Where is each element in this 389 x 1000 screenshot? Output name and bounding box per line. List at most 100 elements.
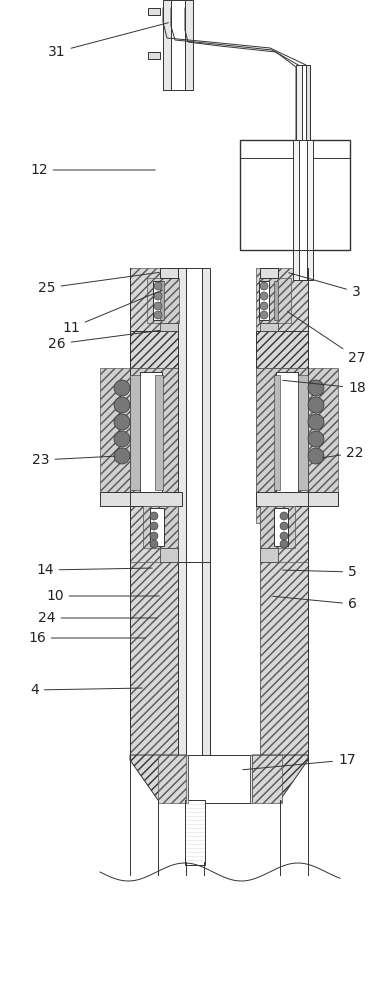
Polygon shape: [130, 755, 186, 800]
Bar: [260, 268, 278, 278]
Polygon shape: [130, 331, 182, 368]
Bar: [163, 0, 171, 90]
Bar: [140, 372, 162, 492]
Circle shape: [280, 522, 288, 530]
Bar: [260, 548, 278, 562]
Bar: [296, 65, 310, 145]
Circle shape: [280, 532, 288, 540]
Circle shape: [154, 282, 162, 290]
Text: 12: 12: [30, 163, 155, 177]
Text: 31: 31: [48, 23, 168, 59]
Bar: [186, 268, 202, 798]
Circle shape: [114, 431, 130, 447]
Bar: [148, 52, 160, 59]
Bar: [186, 755, 188, 803]
Text: 22: 22: [323, 446, 363, 460]
Circle shape: [114, 448, 130, 464]
Circle shape: [260, 311, 268, 319]
Circle shape: [260, 302, 268, 310]
Bar: [259, 278, 291, 323]
Text: 18: 18: [283, 380, 366, 395]
Bar: [147, 278, 179, 323]
Text: 17: 17: [243, 753, 356, 770]
Text: 5: 5: [283, 565, 357, 579]
Circle shape: [280, 512, 288, 520]
Bar: [240, 140, 350, 250]
Text: 10: 10: [46, 589, 159, 603]
Bar: [171, 0, 185, 90]
Bar: [160, 323, 178, 331]
Text: 25: 25: [38, 272, 159, 295]
Bar: [153, 281, 163, 320]
Bar: [252, 755, 282, 803]
Circle shape: [308, 431, 324, 447]
Circle shape: [150, 522, 158, 530]
Bar: [148, 8, 160, 15]
Bar: [274, 281, 278, 320]
Bar: [299, 250, 307, 280]
Bar: [260, 506, 308, 756]
Bar: [178, 562, 186, 760]
Circle shape: [150, 512, 158, 520]
Bar: [160, 281, 164, 320]
Bar: [185, 0, 193, 90]
Bar: [202, 562, 210, 760]
Text: 11: 11: [62, 290, 163, 335]
Bar: [260, 323, 278, 331]
Circle shape: [280, 540, 288, 548]
Circle shape: [308, 380, 324, 396]
Bar: [274, 375, 280, 490]
Text: 27: 27: [287, 312, 366, 365]
Circle shape: [154, 311, 162, 319]
Bar: [155, 375, 163, 490]
Bar: [100, 492, 182, 506]
Bar: [160, 548, 178, 562]
Text: 16: 16: [28, 631, 145, 645]
Bar: [259, 281, 269, 320]
Bar: [260, 506, 295, 548]
Bar: [186, 562, 202, 760]
Bar: [274, 508, 288, 546]
Text: 6: 6: [273, 596, 357, 611]
Text: 14: 14: [36, 563, 152, 577]
Polygon shape: [252, 755, 308, 800]
Bar: [256, 268, 308, 523]
Bar: [185, 800, 205, 865]
Bar: [250, 755, 252, 803]
Bar: [302, 65, 310, 145]
Circle shape: [150, 532, 158, 540]
Text: 23: 23: [32, 453, 115, 467]
Bar: [158, 755, 188, 803]
Circle shape: [154, 302, 162, 310]
Bar: [260, 562, 308, 760]
Circle shape: [114, 380, 130, 396]
Bar: [178, 268, 186, 798]
Circle shape: [308, 448, 324, 464]
Text: 3: 3: [289, 273, 361, 299]
Polygon shape: [256, 331, 308, 368]
Bar: [202, 268, 210, 798]
Bar: [130, 375, 140, 490]
Circle shape: [308, 414, 324, 430]
Circle shape: [260, 292, 268, 300]
Circle shape: [260, 282, 268, 290]
Bar: [276, 372, 298, 492]
Bar: [306, 65, 310, 145]
Bar: [130, 562, 178, 760]
Bar: [256, 368, 338, 496]
Bar: [100, 368, 182, 496]
Bar: [143, 506, 178, 548]
Bar: [298, 375, 308, 490]
Text: 4: 4: [30, 683, 142, 697]
Bar: [188, 755, 250, 803]
Bar: [130, 268, 182, 523]
Circle shape: [308, 397, 324, 413]
Text: 26: 26: [48, 330, 160, 351]
Circle shape: [114, 397, 130, 413]
Bar: [293, 250, 313, 280]
Bar: [299, 140, 307, 250]
Bar: [256, 492, 338, 506]
Bar: [160, 268, 178, 278]
Circle shape: [114, 414, 130, 430]
Bar: [293, 140, 313, 250]
